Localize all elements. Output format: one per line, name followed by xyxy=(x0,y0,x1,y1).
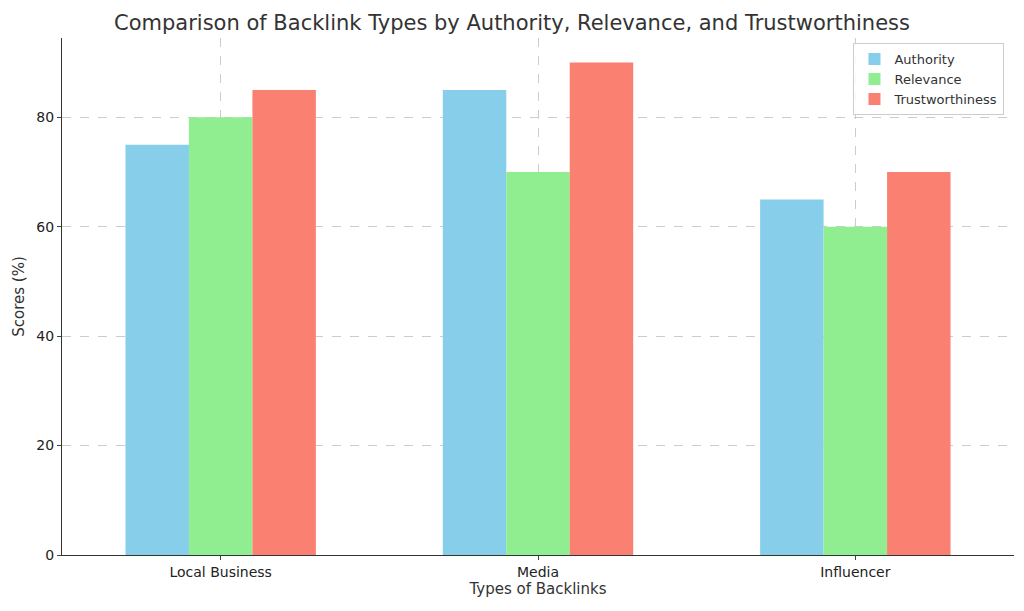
svg-text:Types of Backlinks: Types of Backlinks xyxy=(468,580,606,598)
svg-text:80: 80 xyxy=(36,109,54,125)
svg-text:Trustworthiness: Trustworthiness xyxy=(893,92,996,107)
svg-text:0: 0 xyxy=(45,547,54,563)
svg-text:60: 60 xyxy=(36,219,54,235)
svg-text:Relevance: Relevance xyxy=(894,72,961,87)
svg-text:Scores (%): Scores (%) xyxy=(10,256,28,337)
svg-text:Local Business: Local Business xyxy=(169,564,271,580)
svg-text:40: 40 xyxy=(36,328,54,344)
svg-text:Media: Media xyxy=(517,564,559,580)
svg-text:Influencer: Influencer xyxy=(820,564,890,580)
svg-text:Authority: Authority xyxy=(894,52,954,67)
svg-text:20: 20 xyxy=(36,437,54,453)
svg-text:Comparison of Backlink Types b: Comparison of Backlink Types by Authorit… xyxy=(114,11,910,35)
